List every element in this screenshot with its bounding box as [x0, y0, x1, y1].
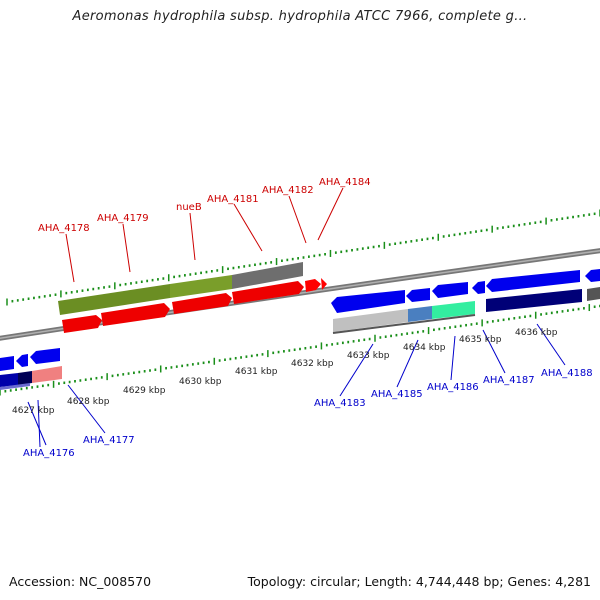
forward-gene-label[interactable]: AHA_4179 — [97, 213, 149, 224]
cds-arrow[interactable] — [432, 282, 468, 298]
gene-feature[interactable] — [486, 289, 582, 312]
gene-feature[interactable] — [0, 383, 30, 390]
cds-arrow[interactable] — [321, 278, 327, 290]
forward-gene-label[interactable]: nueB — [176, 202, 202, 213]
lower-tick-ring — [0, 304, 600, 396]
reverse-gene-label[interactable]: AHA_4176 — [23, 448, 75, 459]
reverse-gene-label[interactable]: AHA_4186 — [427, 382, 479, 393]
gene-feature[interactable] — [58, 284, 170, 315]
reverse-gene-labels: AHA_4176 AHA_4177 AHA_4183 AHA_4185 AHA_4186… — [23, 368, 593, 459]
gene-feature[interactable] — [333, 309, 408, 332]
kbp-label: 4634 kbp — [403, 343, 446, 353]
forward-gene-track — [58, 262, 303, 315]
cds-arrow[interactable] — [101, 303, 170, 326]
cds-arrow[interactable] — [331, 290, 405, 313]
kbp-label: 4630 kbp — [179, 377, 222, 387]
gene-feature[interactable] — [408, 306, 432, 322]
cds-arrow[interactable] — [406, 288, 430, 302]
cds-arrow[interactable] — [472, 281, 485, 294]
cds-arrow[interactable] — [232, 281, 304, 304]
cds-arrow[interactable] — [486, 270, 580, 292]
kbp-label: 4632 kbp — [291, 359, 334, 369]
cds-arrow[interactable] — [16, 354, 28, 367]
reverse-cds-track — [0, 269, 600, 371]
reverse-gene-label[interactable]: AHA_4183 — [314, 398, 366, 409]
gene-feature[interactable] — [170, 275, 232, 298]
cds-arrow[interactable] — [172, 293, 232, 314]
cds-arrow[interactable] — [30, 348, 60, 364]
kbp-label: 4636 kbp — [515, 328, 558, 338]
gene-feature[interactable] — [0, 373, 18, 387]
gene-feature[interactable] — [232, 262, 303, 289]
cds-arrow[interactable] — [62, 315, 102, 333]
kbp-label: 4627 kbp — [12, 406, 55, 416]
reverse-gene-track — [0, 287, 600, 390]
kbp-label: 4631 kbp — [235, 367, 278, 377]
kbp-label: 4628 kbp — [67, 397, 110, 407]
reverse-gene-label[interactable]: AHA_4177 — [83, 435, 135, 446]
gene-feature[interactable] — [18, 371, 32, 385]
forward-gene-label[interactable]: AHA_4178 — [38, 223, 90, 234]
forward-gene-label[interactable]: AHA_4184 — [319, 177, 371, 188]
reverse-gene-label[interactable]: AHA_4185 — [371, 389, 423, 400]
gene-feature[interactable] — [432, 301, 475, 319]
cds-arrow[interactable] — [0, 356, 14, 371]
forward-gene-label[interactable]: AHA_4182 — [262, 185, 314, 196]
kbp-label: 4633 kbp — [347, 351, 390, 361]
map-title: Aeromonas hydrophila subsp. hydrophila A… — [72, 9, 528, 24]
reverse-gene-label[interactable]: AHA_4187 — [483, 375, 535, 386]
reverse-gene-label[interactable]: AHA_4188 — [541, 368, 593, 379]
accession-text: Accession: NC_008570 — [9, 574, 152, 589]
upper-tick-ring — [6, 209, 600, 306]
kbp-scale-labels: 4627 kbp 4628 kbp 4629 kbp 4630 kbp 4631 kbp… — [12, 328, 558, 416]
gene-feature[interactable] — [32, 366, 62, 383]
cds-arrow[interactable] — [305, 279, 321, 292]
genome-stats-text: Topology: circular; Length: 4,744,448 bp… — [247, 574, 591, 589]
forward-cds-track — [62, 278, 327, 333]
forward-label-leaders — [65, 187, 344, 283]
reverse-label-leaders — [27, 323, 566, 448]
gene-feature[interactable] — [587, 287, 600, 301]
kbp-label: 4635 kbp — [459, 335, 502, 345]
forward-gene-label[interactable]: AHA_4181 — [207, 194, 259, 205]
kbp-label: 4629 kbp — [123, 386, 166, 396]
cds-arrow[interactable] — [585, 269, 600, 282]
